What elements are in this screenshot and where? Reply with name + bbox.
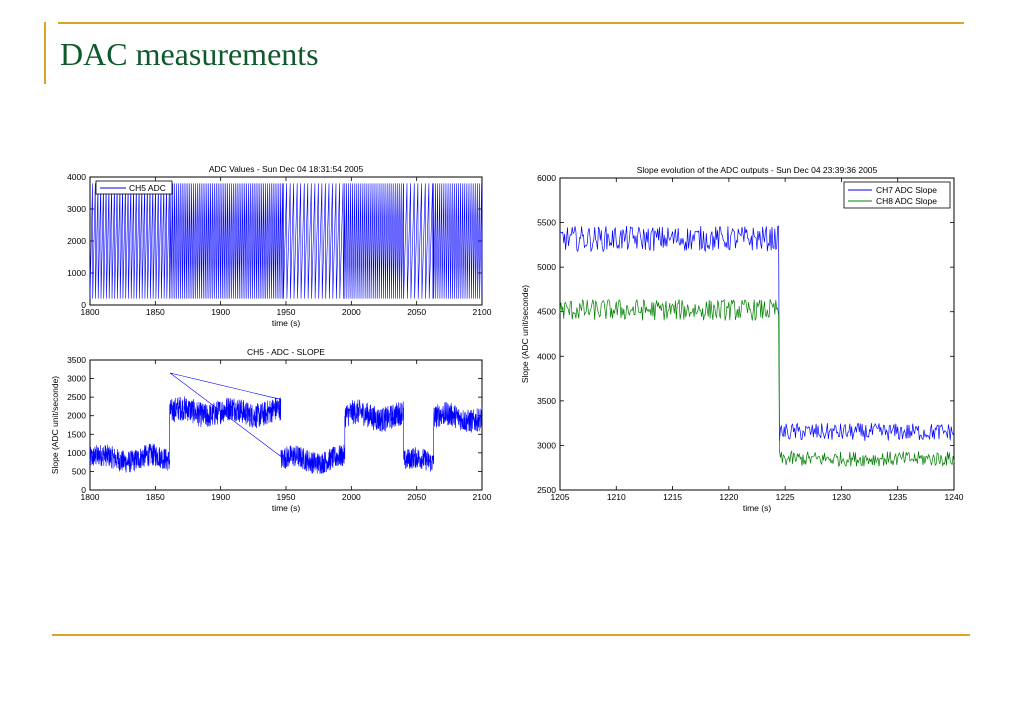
slope-title: CH5 - ADC - SLOPE: [247, 347, 325, 357]
slope-x-tick-label: 2000: [342, 492, 361, 502]
slope-y-tick-label: 500: [72, 466, 86, 476]
slope-y-tick-label: 3500: [67, 355, 86, 365]
evo-legend-label-ch7: CH7 ADC Slope: [876, 185, 937, 195]
slide-title: DAC measurements: [60, 36, 319, 72]
evo-legend-label-ch8: CH8 ADC Slope: [876, 196, 937, 206]
evo-y-tick-label: 3500: [537, 396, 556, 406]
evo-y-tick-label: 5000: [537, 262, 556, 272]
adc-x-tick-label: 2100: [473, 307, 492, 317]
evo-series-ch8-line: [559, 298, 955, 467]
evo-legend-box: [843, 181, 951, 209]
adc-x-tick-label: 1900: [211, 307, 230, 317]
evo-y-tick-label: 4500: [537, 307, 556, 317]
evo-y-tick-label: 4000: [537, 351, 556, 361]
evo-x-tick-label: 1230: [832, 492, 851, 502]
bottom-rule: [52, 634, 970, 636]
ch5-slope-chart: CH5 - ADC - SLOPE 1800 1850 1900 1950 2000 205…: [50, 347, 492, 513]
slope-x-axis-label: time (s): [272, 503, 301, 513]
adc-legend-label-ch5-adc: CH5 ADC: [129, 183, 166, 193]
slope-y-tick-label: 1500: [67, 429, 86, 439]
adc-y-tick-label: 0: [81, 300, 86, 310]
evo-x-tick-label: 1235: [888, 492, 907, 502]
evo-x-tick-label: 1240: [945, 492, 964, 502]
slope-y-tick-label: 1000: [67, 448, 86, 458]
slope-y-tick-label: 0: [81, 485, 86, 495]
evo-y-axis-label: Slope (ADC unit/seconde): [520, 285, 530, 383]
adc-y-tick-label: 3000: [67, 204, 86, 214]
evo-x-tick-label: 1225: [776, 492, 795, 502]
adc-y-tick-label: 2000: [67, 236, 86, 246]
slope-evolution-chart: Slope evolution of the ADC outputs - Sun…: [520, 165, 964, 513]
evo-plot-area: [559, 177, 955, 491]
slope-x-tick-label: 2050: [407, 492, 426, 502]
evo-y-tick-label: 5500: [537, 218, 556, 228]
slope-x-tick-label: 1800: [81, 492, 100, 502]
adc-title: ADC Values - Sun Dec 04 18:31:54 2005: [209, 164, 364, 174]
adc-x-tick-label: 2050: [407, 307, 426, 317]
slope-x-tick-label: 1950: [277, 492, 296, 502]
slope-plot-area: [89, 359, 483, 491]
slope-x-tick-label: 1900: [211, 492, 230, 502]
adc-legend-box: [95, 180, 173, 195]
evo-x-tick-label: 1220: [719, 492, 738, 502]
evo-series-ch7-line: [559, 225, 955, 441]
top-rule: [58, 22, 964, 24]
slope-y-axis-label: Slope (ADC unit/seconde): [50, 376, 60, 474]
evo-x-tick-label: 1215: [663, 492, 682, 502]
slope-x-tick-label: 2100: [473, 492, 492, 502]
left-rule: [44, 22, 46, 84]
evo-x-tick-label: 1210: [607, 492, 626, 502]
adc-y-tick-label: 1000: [67, 268, 86, 278]
slope-y-tick-label: 2000: [67, 411, 86, 421]
slope-y-tick-label: 2500: [67, 392, 86, 402]
evo-x-axis-label: time (s): [743, 503, 772, 513]
evo-y-tick-label: 3000: [537, 440, 556, 450]
adc-x-axis-label: time (s): [272, 318, 301, 328]
adc-values-chart: ADC Values - Sun Dec 04 18:31:54 2005 180…: [67, 164, 492, 328]
evo-title: Slope evolution of the ADC outputs - Sun…: [637, 165, 878, 175]
slope-y-tick-label: 3000: [67, 374, 86, 384]
adc-x-tick-label: 1850: [146, 307, 165, 317]
slope-x-tick-label: 1850: [146, 492, 165, 502]
adc-x-tick-label: 2000: [342, 307, 361, 317]
adc-x-tick-label: 1950: [277, 307, 296, 317]
adc-x-tick-label: 1800: [81, 307, 100, 317]
adc-y-tick-label: 4000: [67, 172, 86, 182]
evo-y-tick-label: 2500: [537, 485, 556, 495]
slope-series-ch5-line: [89, 372, 483, 475]
evo-y-tick-label: 6000: [537, 173, 556, 183]
evo-x-tick-label: 1205: [551, 492, 570, 502]
